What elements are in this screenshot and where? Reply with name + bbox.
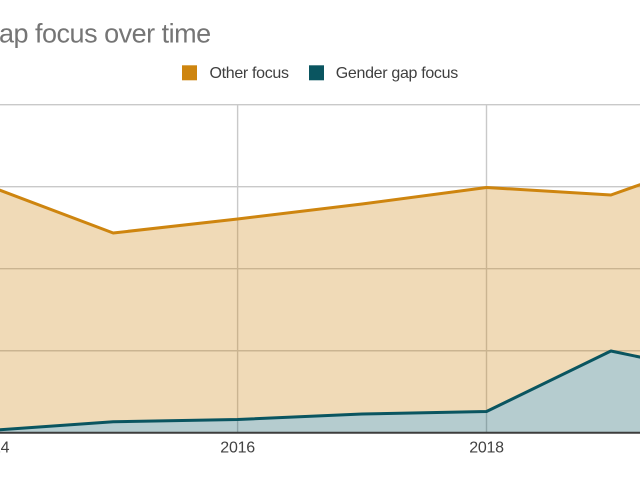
svg-text:ap focus over time: ap focus over time xyxy=(0,19,211,49)
svg-text:2014: 2014 xyxy=(0,440,10,457)
svg-text:2018: 2018 xyxy=(469,440,504,457)
svg-text:Gender gap focus: Gender gap focus xyxy=(336,65,458,82)
svg-text:2016: 2016 xyxy=(220,440,255,457)
svg-text:Other focus: Other focus xyxy=(210,65,290,82)
